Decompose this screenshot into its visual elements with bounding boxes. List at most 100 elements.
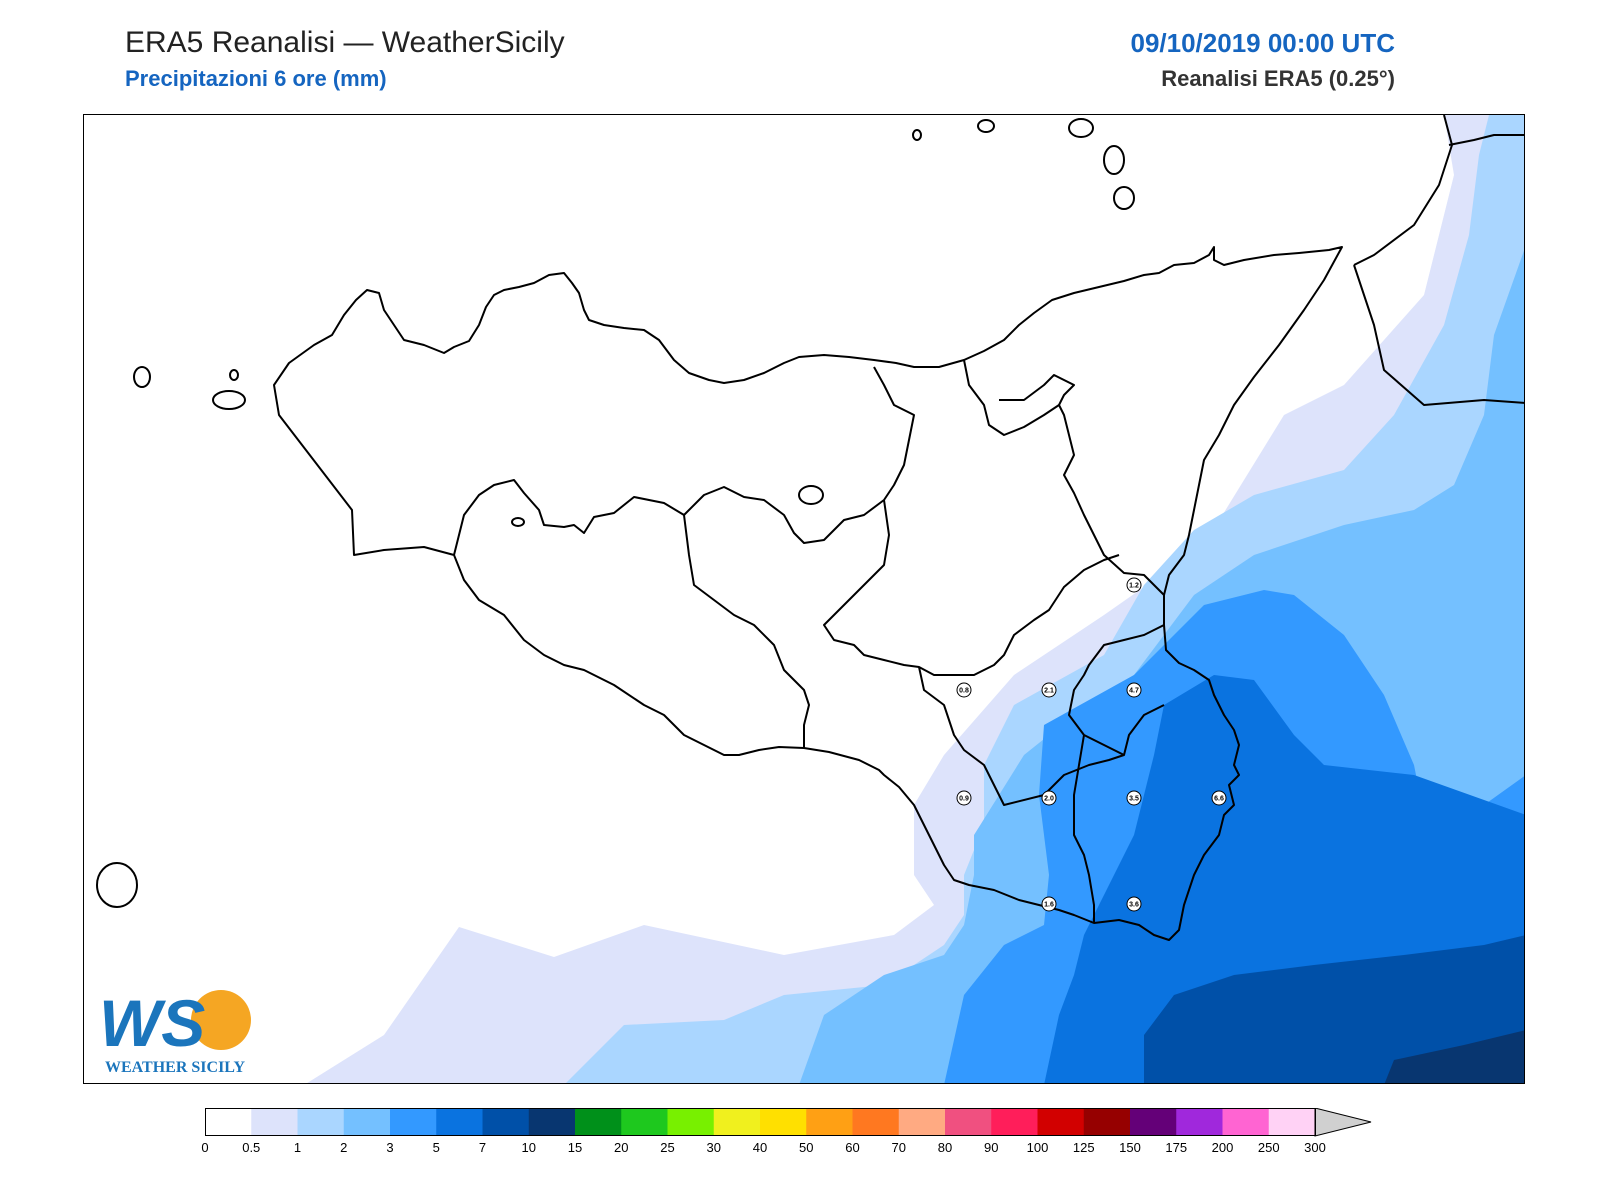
colorbar-swatch bbox=[528, 1108, 576, 1136]
colorbar-swatch bbox=[898, 1108, 946, 1136]
colorbar-tick-label: 30 bbox=[706, 1140, 721, 1155]
colorbar-tick-label: 0 bbox=[201, 1140, 209, 1155]
island-salina bbox=[1068, 118, 1094, 138]
precip-colorbar bbox=[205, 1108, 1372, 1137]
station-value: 0.8 bbox=[959, 688, 969, 695]
station-value: 6.6 bbox=[1214, 796, 1224, 803]
colorbar-tick-label: 20 bbox=[614, 1140, 629, 1155]
station-value: 2.0 bbox=[1044, 796, 1054, 803]
colorbar-swatch bbox=[1268, 1108, 1316, 1136]
precip-contour-7 bbox=[1144, 935, 1524, 1083]
valid-datetime: 09/10/2019 00:00 UTC bbox=[1130, 28, 1395, 58]
island-filicudi bbox=[977, 119, 995, 133]
colorbar-swatch bbox=[1222, 1108, 1270, 1136]
lake bbox=[511, 517, 525, 527]
province-border bbox=[453, 366, 915, 556]
province-border bbox=[683, 514, 810, 748]
colorbar-swatch bbox=[1083, 1108, 1131, 1136]
colorbar-swatch bbox=[667, 1108, 715, 1136]
station-value: 4.7 bbox=[1129, 688, 1139, 695]
colorbar-swatch bbox=[436, 1108, 483, 1136]
colorbar-tick-label: 60 bbox=[845, 1140, 860, 1155]
lake bbox=[798, 485, 824, 505]
station-marker: 2.1 bbox=[1041, 682, 1057, 698]
map-title: ERA5 Reanalisi — WeatherSicily bbox=[125, 26, 565, 59]
station-marker: 0.9 bbox=[956, 790, 972, 806]
colorbar-tick-label: 90 bbox=[984, 1140, 999, 1155]
precip-contour-10 bbox=[1384, 1030, 1524, 1083]
colorbar-swatch bbox=[760, 1108, 807, 1136]
colorbar-swatch bbox=[991, 1108, 1038, 1136]
colorbar-tick-label: 80 bbox=[937, 1140, 953, 1155]
station-value: 1.6 bbox=[1044, 902, 1054, 909]
colorbar-swatch bbox=[575, 1108, 622, 1136]
colorbar-swatch bbox=[390, 1108, 437, 1136]
station-value: 0.9 bbox=[959, 796, 969, 803]
coastlines bbox=[96, 115, 1524, 941]
province-border bbox=[1073, 734, 1095, 923]
colorbar-tick-label: 50 bbox=[799, 1140, 814, 1155]
logo-letters: WS bbox=[99, 986, 205, 1060]
colorbar-tick-labels: 0 0.5 1 2 3 5 7 10 15 20 25 30 40 50 60 70 80 90 100 125 150… bbox=[201, 1140, 1345, 1160]
precipitation-map: 1.2 0.8 2.1 4.7 0.9 2.0 3.5 6.6 1.6 3.6 bbox=[96, 115, 1524, 1083]
colorbar-tick-label: 250 bbox=[1257, 1140, 1280, 1155]
colorbar-tick-label: 100 bbox=[1026, 1140, 1049, 1155]
calabria-coast bbox=[1353, 115, 1453, 266]
colorbar-tick-label: 7 bbox=[478, 1140, 487, 1155]
colorbar-swatch bbox=[1037, 1108, 1085, 1136]
province-border bbox=[999, 374, 1165, 596]
colorbar-tick-label: 40 bbox=[752, 1140, 768, 1155]
island-alicudi bbox=[912, 129, 922, 141]
colorbar-tick-label: 70 bbox=[891, 1140, 906, 1155]
station-marker: 0.8 bbox=[956, 682, 972, 698]
colorbar-swatch bbox=[297, 1108, 345, 1136]
region-border-mainland bbox=[1353, 264, 1524, 406]
colorbar-swatch bbox=[343, 1108, 391, 1136]
colorbar-tick-label: 3 bbox=[386, 1140, 394, 1155]
sicily-coastline bbox=[273, 246, 1343, 941]
colorbar-swatch bbox=[713, 1108, 761, 1136]
colorbar-tick-label: 10 bbox=[521, 1140, 536, 1155]
logo-wordmark: WEATHER SICILY bbox=[105, 1059, 245, 1076]
logo-sun-icon bbox=[191, 990, 251, 1050]
station-markers: 1.2 0.8 2.1 4.7 0.9 2.0 3.5 6.6 1.6 3.6 bbox=[956, 577, 1227, 912]
station-marker: 6.6 bbox=[1211, 790, 1227, 806]
region-border-mainland bbox=[1448, 134, 1524, 146]
station-marker: 4.7 bbox=[1126, 682, 1142, 698]
colorbar-swatch bbox=[205, 1108, 252, 1136]
colorbar-tick-label: 2 bbox=[340, 1140, 348, 1155]
colorbar-overflow-arrow bbox=[1314, 1108, 1372, 1137]
colorbar-tick-label: 25 bbox=[660, 1140, 675, 1155]
island-ustica bbox=[133, 366, 151, 388]
colorbar-swatch bbox=[852, 1108, 900, 1136]
station-marker: 1.2 bbox=[1126, 577, 1142, 593]
station-marker: 3.5 bbox=[1126, 790, 1142, 806]
station-value: 3.5 bbox=[1129, 796, 1139, 803]
station-value: 1.2 bbox=[1129, 583, 1139, 590]
colorbar-swatch bbox=[1176, 1108, 1223, 1136]
colorbar-tick-label: 0.5 bbox=[242, 1140, 261, 1155]
station-marker: 1.6 bbox=[1041, 896, 1057, 912]
colorbar-swatch bbox=[1130, 1108, 1177, 1136]
colorbar-tick-label: 300 bbox=[1304, 1140, 1326, 1155]
colorbar-tick-label: 15 bbox=[567, 1140, 583, 1155]
colorbar-tick-label: 175 bbox=[1165, 1140, 1188, 1155]
island-lipari bbox=[1103, 145, 1125, 175]
island-vulcano bbox=[1113, 186, 1135, 210]
province-border bbox=[1068, 624, 1165, 756]
weathersicily-logo: WS WEATHER SICILY bbox=[97, 980, 257, 1076]
map-subtitle: Precipitazioni 6 ore (mm) bbox=[125, 66, 387, 91]
colorbar-swatch bbox=[945, 1108, 992, 1136]
colorbar-tick-label: 5 bbox=[432, 1140, 440, 1155]
island-pantelleria bbox=[96, 862, 138, 908]
colorbar-swatch bbox=[806, 1108, 853, 1136]
data-source: Reanalisi ERA5 (0.25°) bbox=[1161, 66, 1395, 91]
station-value: 3.6 bbox=[1129, 902, 1139, 909]
island-egadi bbox=[212, 390, 246, 410]
station-value: 2.1 bbox=[1044, 688, 1054, 695]
colorbar-tick-label: 1 bbox=[293, 1140, 302, 1155]
station-marker: 3.6 bbox=[1126, 896, 1142, 912]
colorbar-swatch bbox=[251, 1108, 298, 1136]
province-border bbox=[823, 499, 1120, 676]
colorbar-tick-label: 200 bbox=[1211, 1140, 1234, 1155]
